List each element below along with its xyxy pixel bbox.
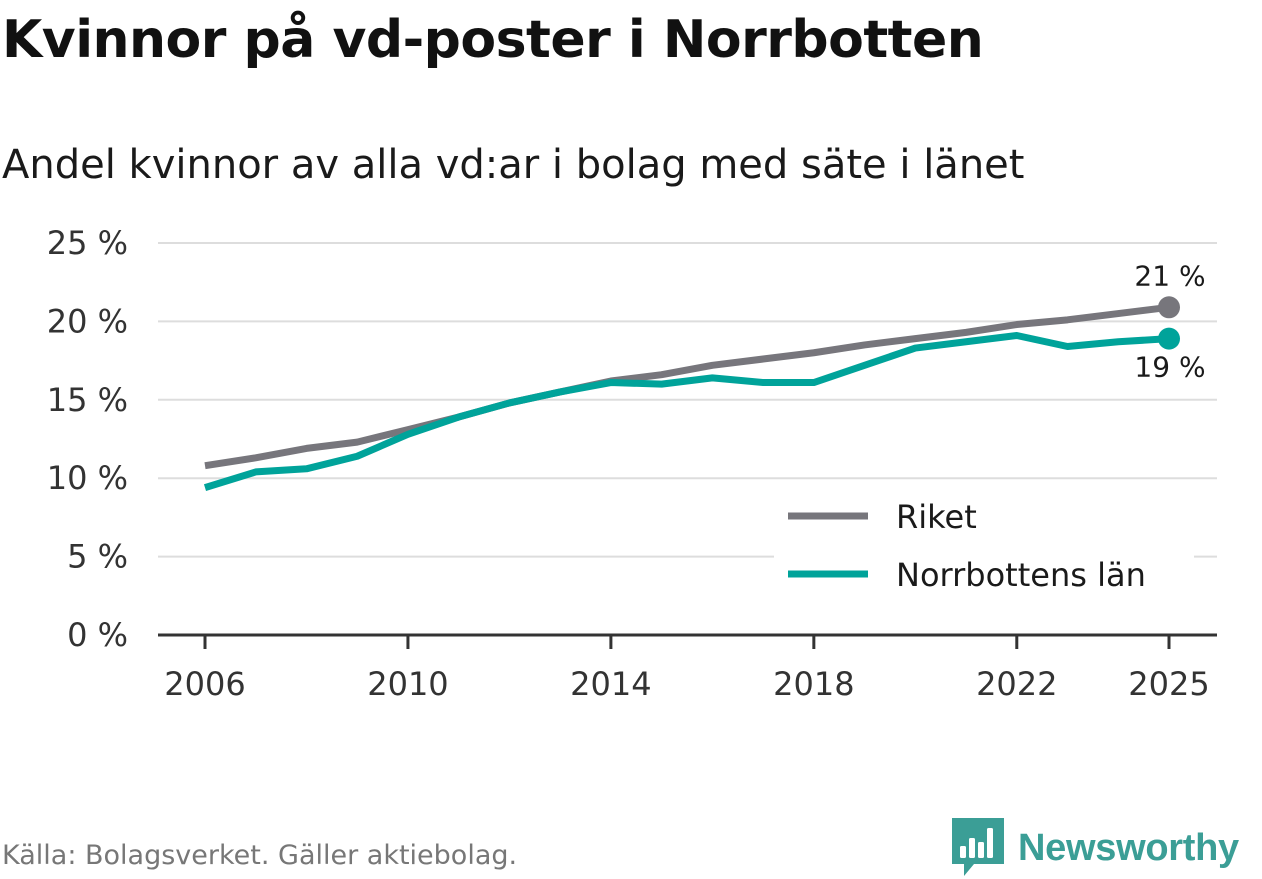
brand-logo: Newsworthy (952, 818, 1239, 878)
y-tick-label: 15 % (47, 381, 128, 419)
y-tick-label: 5 % (67, 538, 128, 576)
legend-label-0: Riket (896, 498, 977, 536)
series-end-marker-0 (1158, 296, 1180, 319)
y-tick-label: 25 % (47, 224, 128, 262)
x-tick-label: 2018 (773, 665, 854, 703)
chart-subtitle: Andel kvinnor av alla vd:ar i bolag med … (2, 142, 1025, 188)
series-end-marker-1 (1158, 327, 1180, 350)
source-note: Källa: Bolagsverket. Gäller aktiebolag. (2, 840, 518, 871)
legend: Riket Norrbottens län (774, 494, 1194, 610)
x-tick-label: 2006 (164, 665, 245, 703)
chart-title: Kvinnor på vd-poster i Norrbotten (2, 10, 984, 70)
series-line-1 (203, 332, 1170, 491)
x-tick-label: 2025 (1128, 665, 1209, 703)
x-tick-label: 2010 (367, 665, 448, 703)
legend-label-1: Norrbottens län (896, 556, 1146, 594)
series-end-label-0: 21 % (1134, 259, 1205, 292)
y-tick-label: 20 % (47, 302, 128, 340)
series-end-label-1: 19 % (1134, 351, 1205, 384)
x-tick-label: 2022 (976, 665, 1057, 703)
newsworthy-logo-icon (952, 818, 1004, 876)
brand-name: Newsworthy (1018, 826, 1239, 869)
series-line-0 (204, 303, 1170, 470)
x-tick-label: 2014 (570, 665, 651, 703)
y-tick-label: 0 % (67, 616, 128, 654)
y-tick-label: 10 % (47, 459, 128, 497)
